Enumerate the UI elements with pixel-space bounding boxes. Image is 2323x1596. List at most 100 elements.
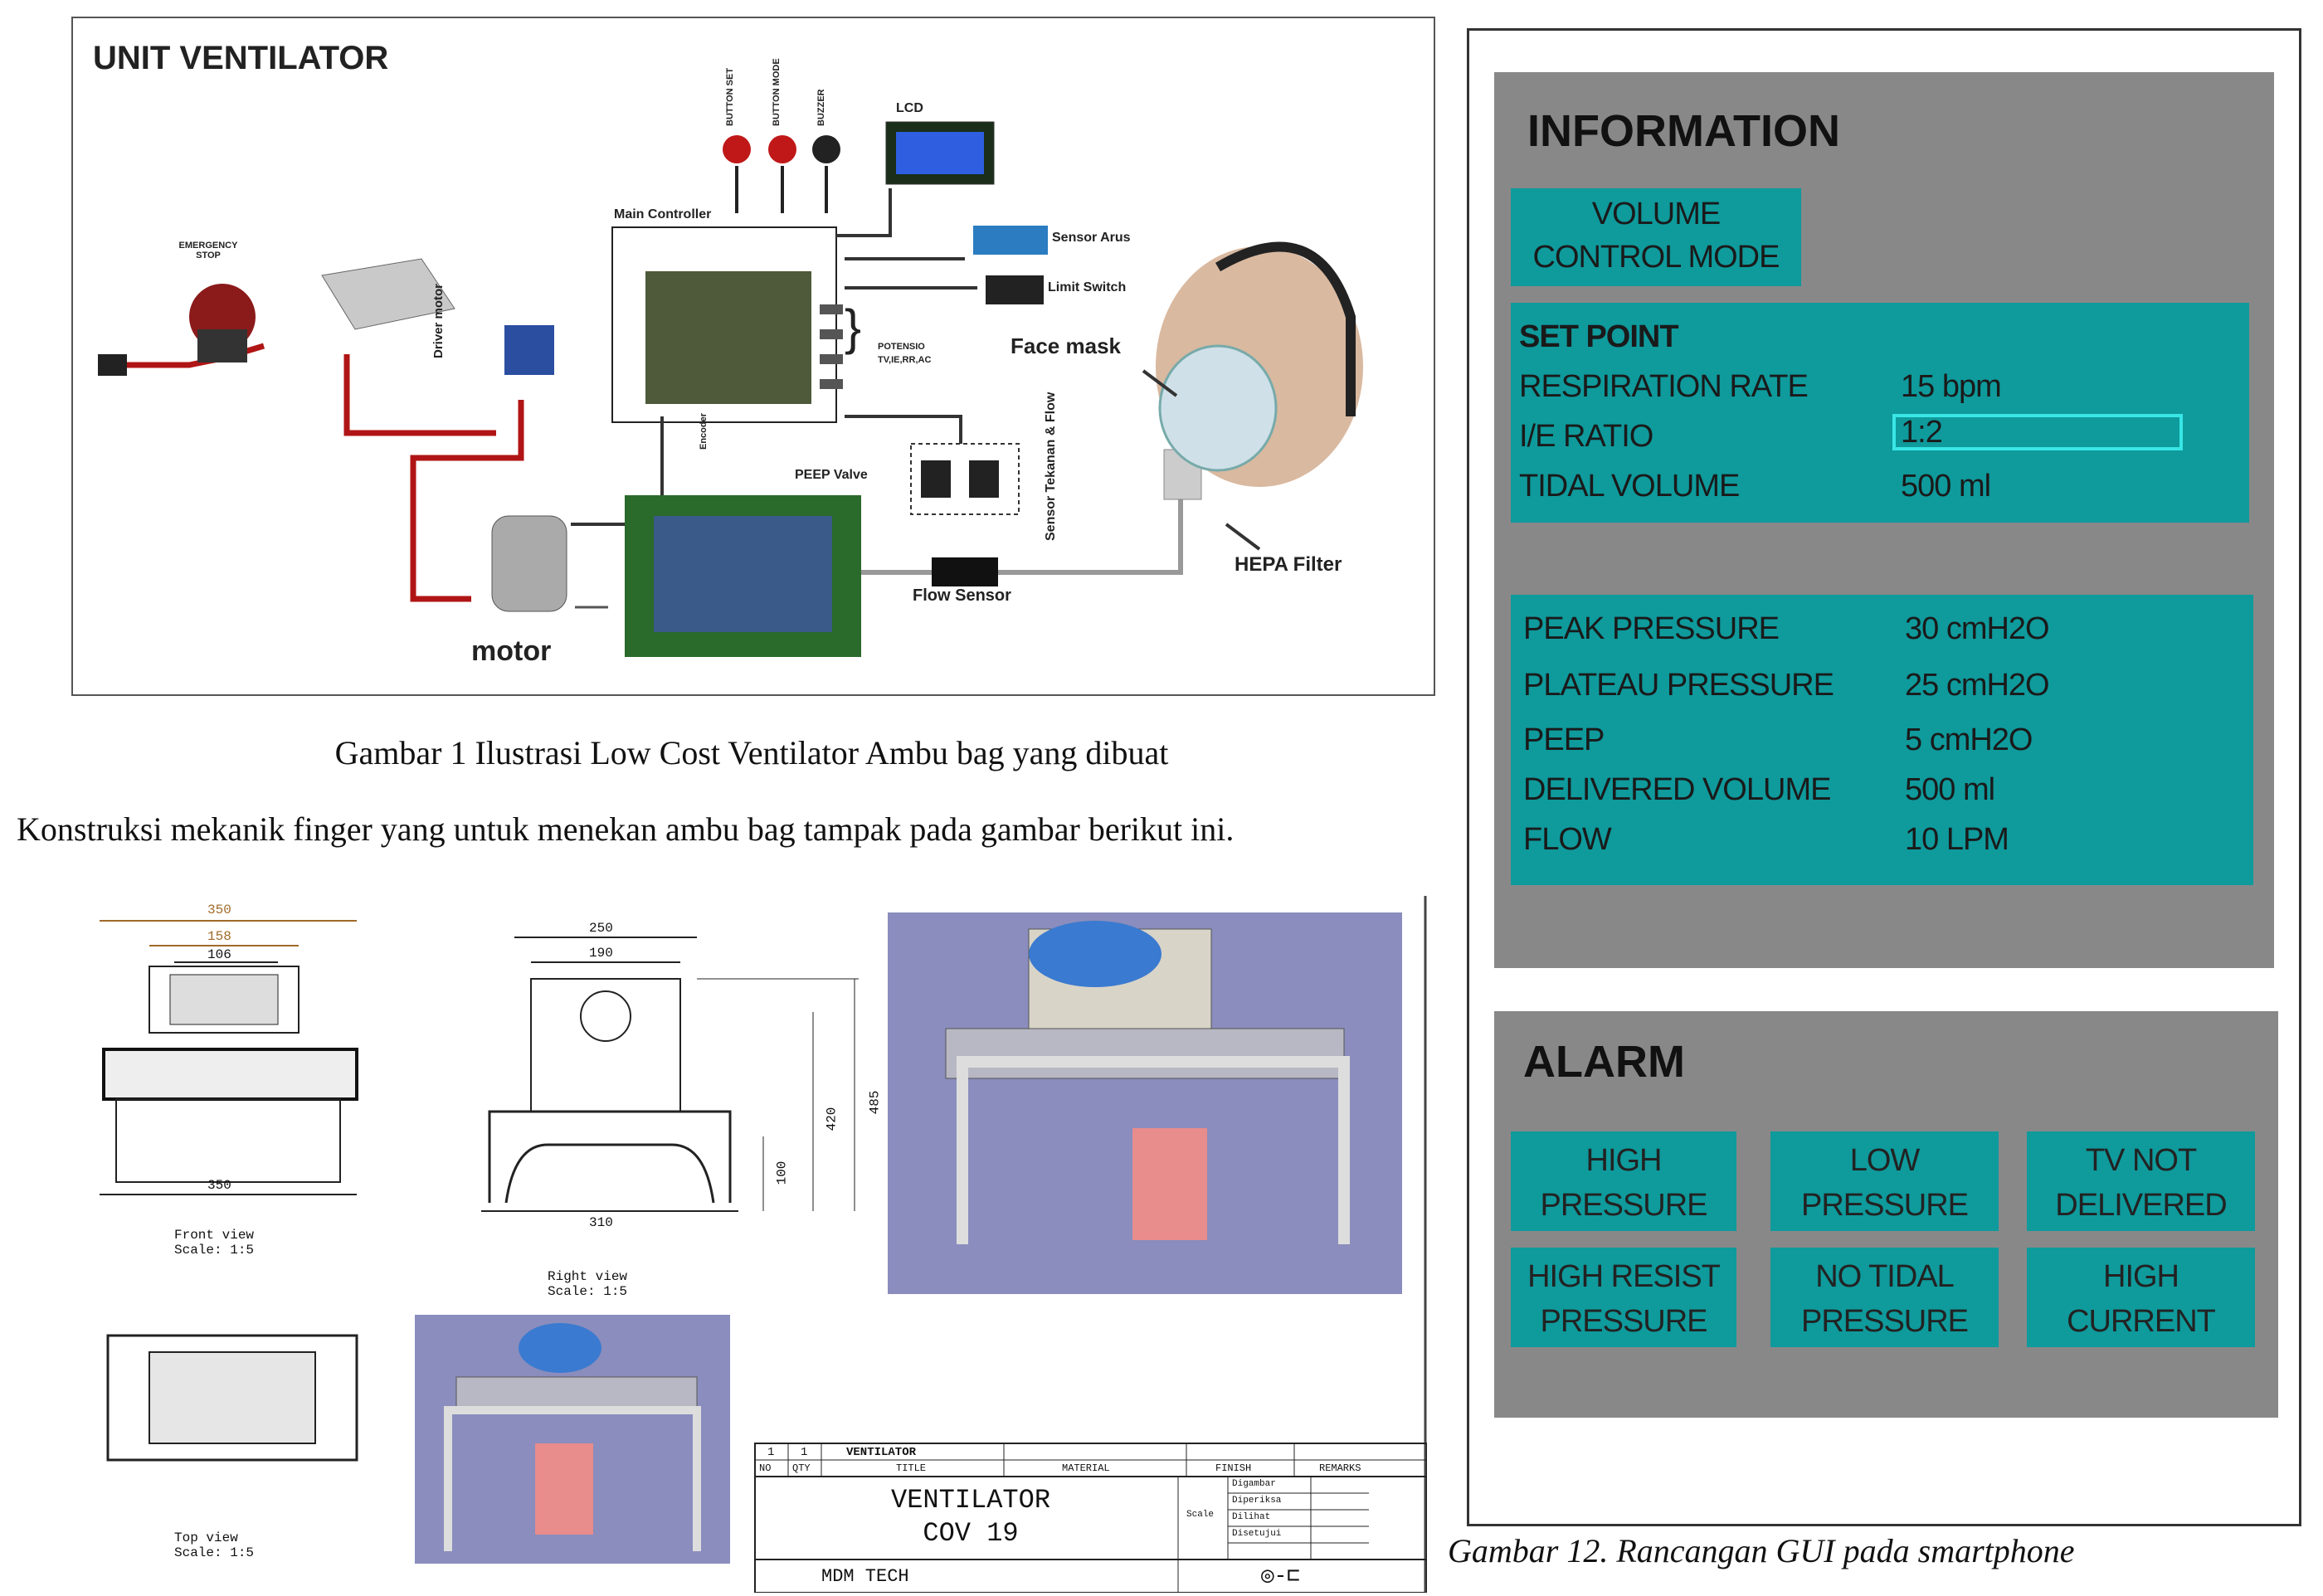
alarm-3-line-1: TV NOT [2085,1143,2197,1178]
label-driver-motor: Driver motor [431,283,446,358]
reading-value-peak: 30 cmH2O [1905,611,2050,646]
alarm-2-line-1: LOW [1849,1143,1921,1178]
setpoint-value-tv[interactable]: 500 ml [1901,469,1991,504]
alarm-2-line-2: PRESSURE [1800,1188,1969,1223]
alarm-high-pressure[interactable]: HIGH PRESSURE [1511,1131,1736,1231]
tb-sign-4: Disetujui [1232,1529,1282,1539]
setpoint-label-tv: TIDAL VOLUME [1519,469,1740,504]
tb-qty-value: 1 [801,1446,808,1459]
front-dim-3: 106 [207,947,231,962]
brace-icon: } [845,299,862,355]
drawing-sheet [100,896,1427,1593]
setpoint-value-rr[interactable]: 15 bpm [1901,369,2002,404]
front-view-caption: Front view [174,1228,255,1243]
reading-value-plateau: 25 cmH2O [1905,668,2050,703]
tb-header-title: TITLE [896,1462,927,1474]
tb-main-subtitle: COV 19 [923,1518,1019,1549]
ventilator-diagram [98,121,1363,657]
label-motor: motor [471,635,552,667]
reading-value-peep: 5 cmH2O [1905,723,2033,757]
tb-header-no: NO [759,1462,772,1474]
tb-header-material: MATERIAL [1062,1462,1110,1474]
tb-header-qty: QTY [792,1462,811,1474]
alarm-high-resist-pressure[interactable]: HIGH RESIST PRESSURE [1511,1248,1736,1347]
alarm-high-current[interactable]: HIGH CURRENT [2027,1248,2255,1347]
body-paragraph: Konstruksi mekanik finger yang untuk men… [17,810,1235,848]
label-buzzer: BUZZER [816,89,826,126]
information-title: INFORMATION [1527,106,1840,156]
label-sensor-arus: Sensor Arus [1052,231,1131,245]
top-view-scale: Scale: 1:5 [174,1545,255,1560]
readings-box: PEAK PRESSURE 30 cmH2O PLATEAU PRESSURE … [1511,595,2253,885]
alarm-3-line-2: DELIVERED [2055,1188,2227,1223]
alarm-6-line-1: HIGH [2103,1259,2179,1294]
tb-header-finish: FINISH [1215,1462,1252,1474]
setpoint-label-ie: I/E RATIO [1519,419,1653,454]
label-lcd: LCD [896,101,923,115]
information-panel: INFORMATION VOLUME CONTROL MODE SET POIN… [1494,72,2274,968]
figure-1-caption: Gambar 1 Ilustrasi Low Cost Ventilator A… [334,734,1169,771]
right-dim-2: 190 [589,946,613,961]
tb-sign-1: Digambar [1232,1479,1276,1489]
tb-company: MDM TECH [821,1566,909,1587]
label-potensio-sub: TV,IE,RR,AC [878,355,932,365]
figure-12-caption: Gambar 12. Rancangan GUI pada smartphone [1448,1532,2075,1569]
reading-value-delivered: 500 ml [1905,772,1995,807]
label-flow-sensor: Flow Sensor [913,586,1011,605]
mode-line-2: CONTROL MODE [1532,240,1780,275]
figure-title: UNIT VENTILATOR [93,40,389,76]
setpoint-label-rr: RESPIRATION RATE [1519,369,1809,404]
mechanical-drawing: 350 158 106 350 Front view Scale: 1:5 25… [100,896,1427,1593]
top-view-caption: Top view [174,1530,238,1545]
alarm-6-line-2: CURRENT [2067,1304,2216,1339]
projection-symbol-icon: ◎-⊏ [1261,1564,1300,1589]
alarm-4-line-2: PRESSURE [1540,1304,1707,1339]
label-sensor-tekanan: Sensor Tekanan & Flow [1044,392,1058,541]
right-view-scale: Scale: 1:5 [548,1284,628,1299]
reading-label-flow: FLOW [1523,822,1612,857]
alarm-5-line-2: PRESSURE [1800,1304,1969,1339]
reading-label-peak: PEAK PRESSURE [1523,611,1780,646]
tb-sign-2: Diperiksa [1232,1496,1282,1506]
reading-label-plateau: PLATEAU PRESSURE [1523,668,1834,703]
tb-scale-label: Scale [1186,1510,1215,1520]
gui-mockup-frame: INFORMATION VOLUME CONTROL MODE SET POIN… [1467,28,2301,1526]
alarm-4-line-1: HIGH RESIST [1527,1259,1721,1294]
right-dim-485: 485 [867,1090,883,1115]
alarm-1-line-2: PRESSURE [1540,1188,1707,1223]
right-dim-100: 100 [774,1161,790,1185]
tb-header-remarks: REMARKS [1319,1462,1361,1474]
alarm-tv-not-delivered[interactable]: TV NOT DELIVERED [2027,1131,2255,1231]
tb-sign-3: Dilihat [1232,1512,1271,1522]
ventilator-unit-figure: UNIT VENTILATOR [71,17,1435,696]
front-dim-2: 158 [207,929,231,944]
reading-label-peep: PEEP [1523,723,1605,757]
setpoint-value-ie[interactable]: 1:2 [1892,414,2183,450]
alarm-no-tidal-pressure[interactable]: NO TIDAL PRESSURE [1770,1248,1999,1347]
label-main-controller: Main Controller [614,207,712,221]
reading-label-delivered: DELIVERED VOLUME [1523,772,1831,807]
label-peep-valve: PEEP Valve [795,468,868,482]
right-dim-420: 420 [824,1107,840,1131]
alarm-1-line-1: HIGH [1585,1143,1663,1178]
label-encoder: Encoder [699,412,709,450]
tb-no-value: 1 [767,1446,775,1459]
front-view-scale: Scale: 1:5 [174,1243,255,1258]
right-dim-bottom: 310 [589,1215,613,1230]
label-limit-switch: Limit Switch [1048,280,1127,294]
label-hepa-filter: HEPA Filter [1235,553,1342,576]
reading-value-flow: 10 LPM [1905,822,2009,857]
right-view-caption: Right view [548,1269,628,1284]
tb-main-title: VENTILATOR [890,1485,1051,1516]
label-emergency-stop: EMERGENCY STOP [178,241,238,260]
mode-button[interactable]: VOLUME CONTROL MODE [1511,188,1801,286]
mode-line-1: VOLUME [1591,197,1721,231]
setpoint-title: SET POINT [1519,319,1679,354]
alarm-title: ALARM [1523,1037,1685,1087]
label-potensio: POTENSIO [878,342,925,352]
label-button-mode: BUTTON MODE [772,58,782,126]
alarm-low-pressure[interactable]: LOW PRESSURE [1770,1131,1999,1231]
alarm-5-line-1: NO TIDAL [1815,1259,1955,1294]
right-dim-1: 250 [589,921,613,936]
label-face-mask: Face mask [1011,333,1121,358]
